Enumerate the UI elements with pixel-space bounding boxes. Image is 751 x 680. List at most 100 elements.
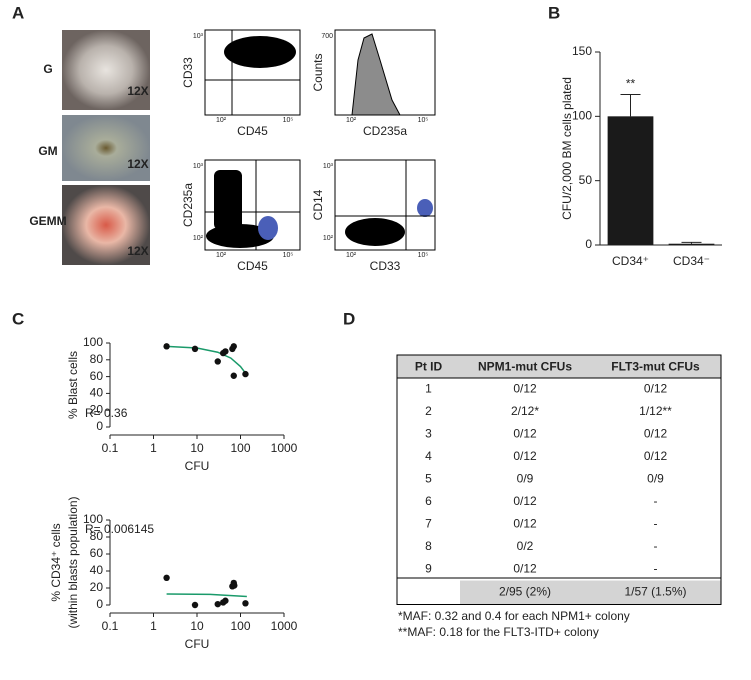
table-cell: 0/2 (517, 539, 534, 553)
bar (607, 116, 654, 245)
table-cell: 0/12 (644, 426, 668, 440)
footnote: **MAF: 0.18 for the FLT3-ITD+ colony (398, 625, 599, 639)
table-cell: 2 (425, 404, 432, 418)
x-tick-label: 100 (230, 441, 250, 455)
panel-label: B (548, 3, 560, 22)
table-cell: 0/12 (513, 561, 537, 575)
table-total: 1/57 (1.5%) (624, 585, 686, 599)
flow-frames (204, 29, 436, 251)
y-tick-label: 40 (90, 563, 104, 577)
annotation: R= 0.006145 (85, 522, 154, 536)
y-tick-label: 80 (90, 352, 104, 366)
table-cell: - (654, 539, 658, 553)
y-tick-label: 60 (90, 369, 104, 383)
table-cell: 8 (425, 539, 432, 553)
table-cell: - (654, 561, 658, 575)
colony-image (62, 115, 150, 181)
table-cell: - (654, 516, 658, 530)
flow-tick: 10² (216, 252, 227, 259)
colony-image (62, 30, 150, 110)
x-axis-label: CFU (185, 637, 210, 651)
table-cell: 4 (425, 449, 432, 463)
x-tick-label: 1000 (271, 619, 298, 633)
x-tick-label: 100 (230, 619, 250, 633)
table-header: Pt ID (415, 360, 443, 374)
y-tick-label: 150 (572, 44, 592, 58)
y-tick-label: 60 (90, 546, 104, 560)
flow-y-label: CD33 (181, 57, 195, 88)
point (214, 358, 221, 365)
x-tick-label: 0.1 (102, 441, 119, 455)
table-border (396, 354, 722, 605)
y-tick-label: 0 (96, 597, 103, 611)
bar (668, 243, 715, 245)
table-cell: 0/12 (644, 381, 668, 395)
annotation: R= 0.36 (85, 406, 128, 420)
table-cell: 9 (425, 561, 432, 575)
point (231, 582, 238, 589)
flow-tick: 10⁵ (283, 252, 294, 259)
flow-y-label: CD235a (181, 183, 195, 227)
flow-x-label: CD33 (370, 259, 401, 273)
y-tick-label: 100 (572, 109, 592, 123)
magnification: 12X (127, 244, 148, 258)
annotation: ** (626, 77, 636, 91)
point (242, 600, 249, 607)
magnification: 12X (127, 84, 148, 98)
x-tick-label: 1 (150, 619, 157, 633)
table-cell: 0/12 (513, 381, 537, 395)
flow-y-label: Counts (311, 53, 325, 91)
table-header-bg (397, 355, 721, 378)
table-cell: 0/9 (647, 471, 664, 485)
image-label: GEMM (29, 214, 66, 228)
y-tick-label: 20 (90, 402, 104, 416)
image-label: G (43, 62, 52, 76)
x-axis-label: CFU (185, 459, 210, 473)
y-tick-label: 100 (83, 512, 103, 526)
fit-line (166, 593, 247, 598)
table-cell: 6 (425, 494, 432, 508)
table-cell: 0/12 (513, 494, 537, 508)
flow-decor (205, 30, 435, 250)
y-tick-label: 50 (579, 173, 593, 187)
flow-x-label: CD235a (363, 124, 407, 138)
point (214, 600, 221, 608)
table-cell: 0/9 (517, 471, 534, 485)
table-total: 2/95 (2%) (499, 585, 551, 599)
point (163, 574, 170, 581)
magnification: 12X (127, 157, 148, 171)
x-tick-label: 1000 (271, 441, 298, 455)
panel-label: C (12, 309, 24, 328)
table-cell: 0/12 (644, 449, 668, 463)
flow-tick: 10³ (323, 163, 334, 170)
flow-tick: 10³ (193, 33, 204, 40)
image-label: GM (38, 144, 57, 158)
flow-tick: 10⁵ (283, 117, 294, 124)
table-header: FLT3-mut CFUs (611, 360, 700, 374)
point (163, 343, 170, 350)
flow-tick: 10⁵ (418, 252, 429, 259)
flow-tick: 700 (321, 33, 333, 40)
point (191, 601, 199, 609)
flow-y-label: CD14 (311, 189, 325, 220)
table-total-bg (460, 580, 721, 605)
x-tick-label: 10 (190, 441, 204, 455)
flow-tick: 10² (216, 117, 227, 124)
point (230, 372, 237, 379)
y-tick-label: 100 (83, 335, 103, 349)
point (222, 348, 229, 355)
flow-tick: 10² (323, 235, 334, 242)
y-tick-label: 20 (90, 580, 104, 594)
y-tick-label: 80 (90, 529, 104, 543)
y-tick-label: 40 (90, 386, 104, 400)
point (230, 343, 237, 350)
x-tick-label: CD34⁻ (673, 254, 710, 268)
flow-tick: 10² (346, 252, 357, 259)
point (222, 597, 229, 604)
flow-x-label: CD45 (237, 259, 268, 273)
colony-image (62, 185, 150, 265)
flow-x-label: CD45 (237, 124, 268, 138)
footnote: *MAF: 0.32 and 0.4 for each NPM1+ colony (398, 609, 630, 623)
flow-tick: 10³ (193, 163, 204, 170)
